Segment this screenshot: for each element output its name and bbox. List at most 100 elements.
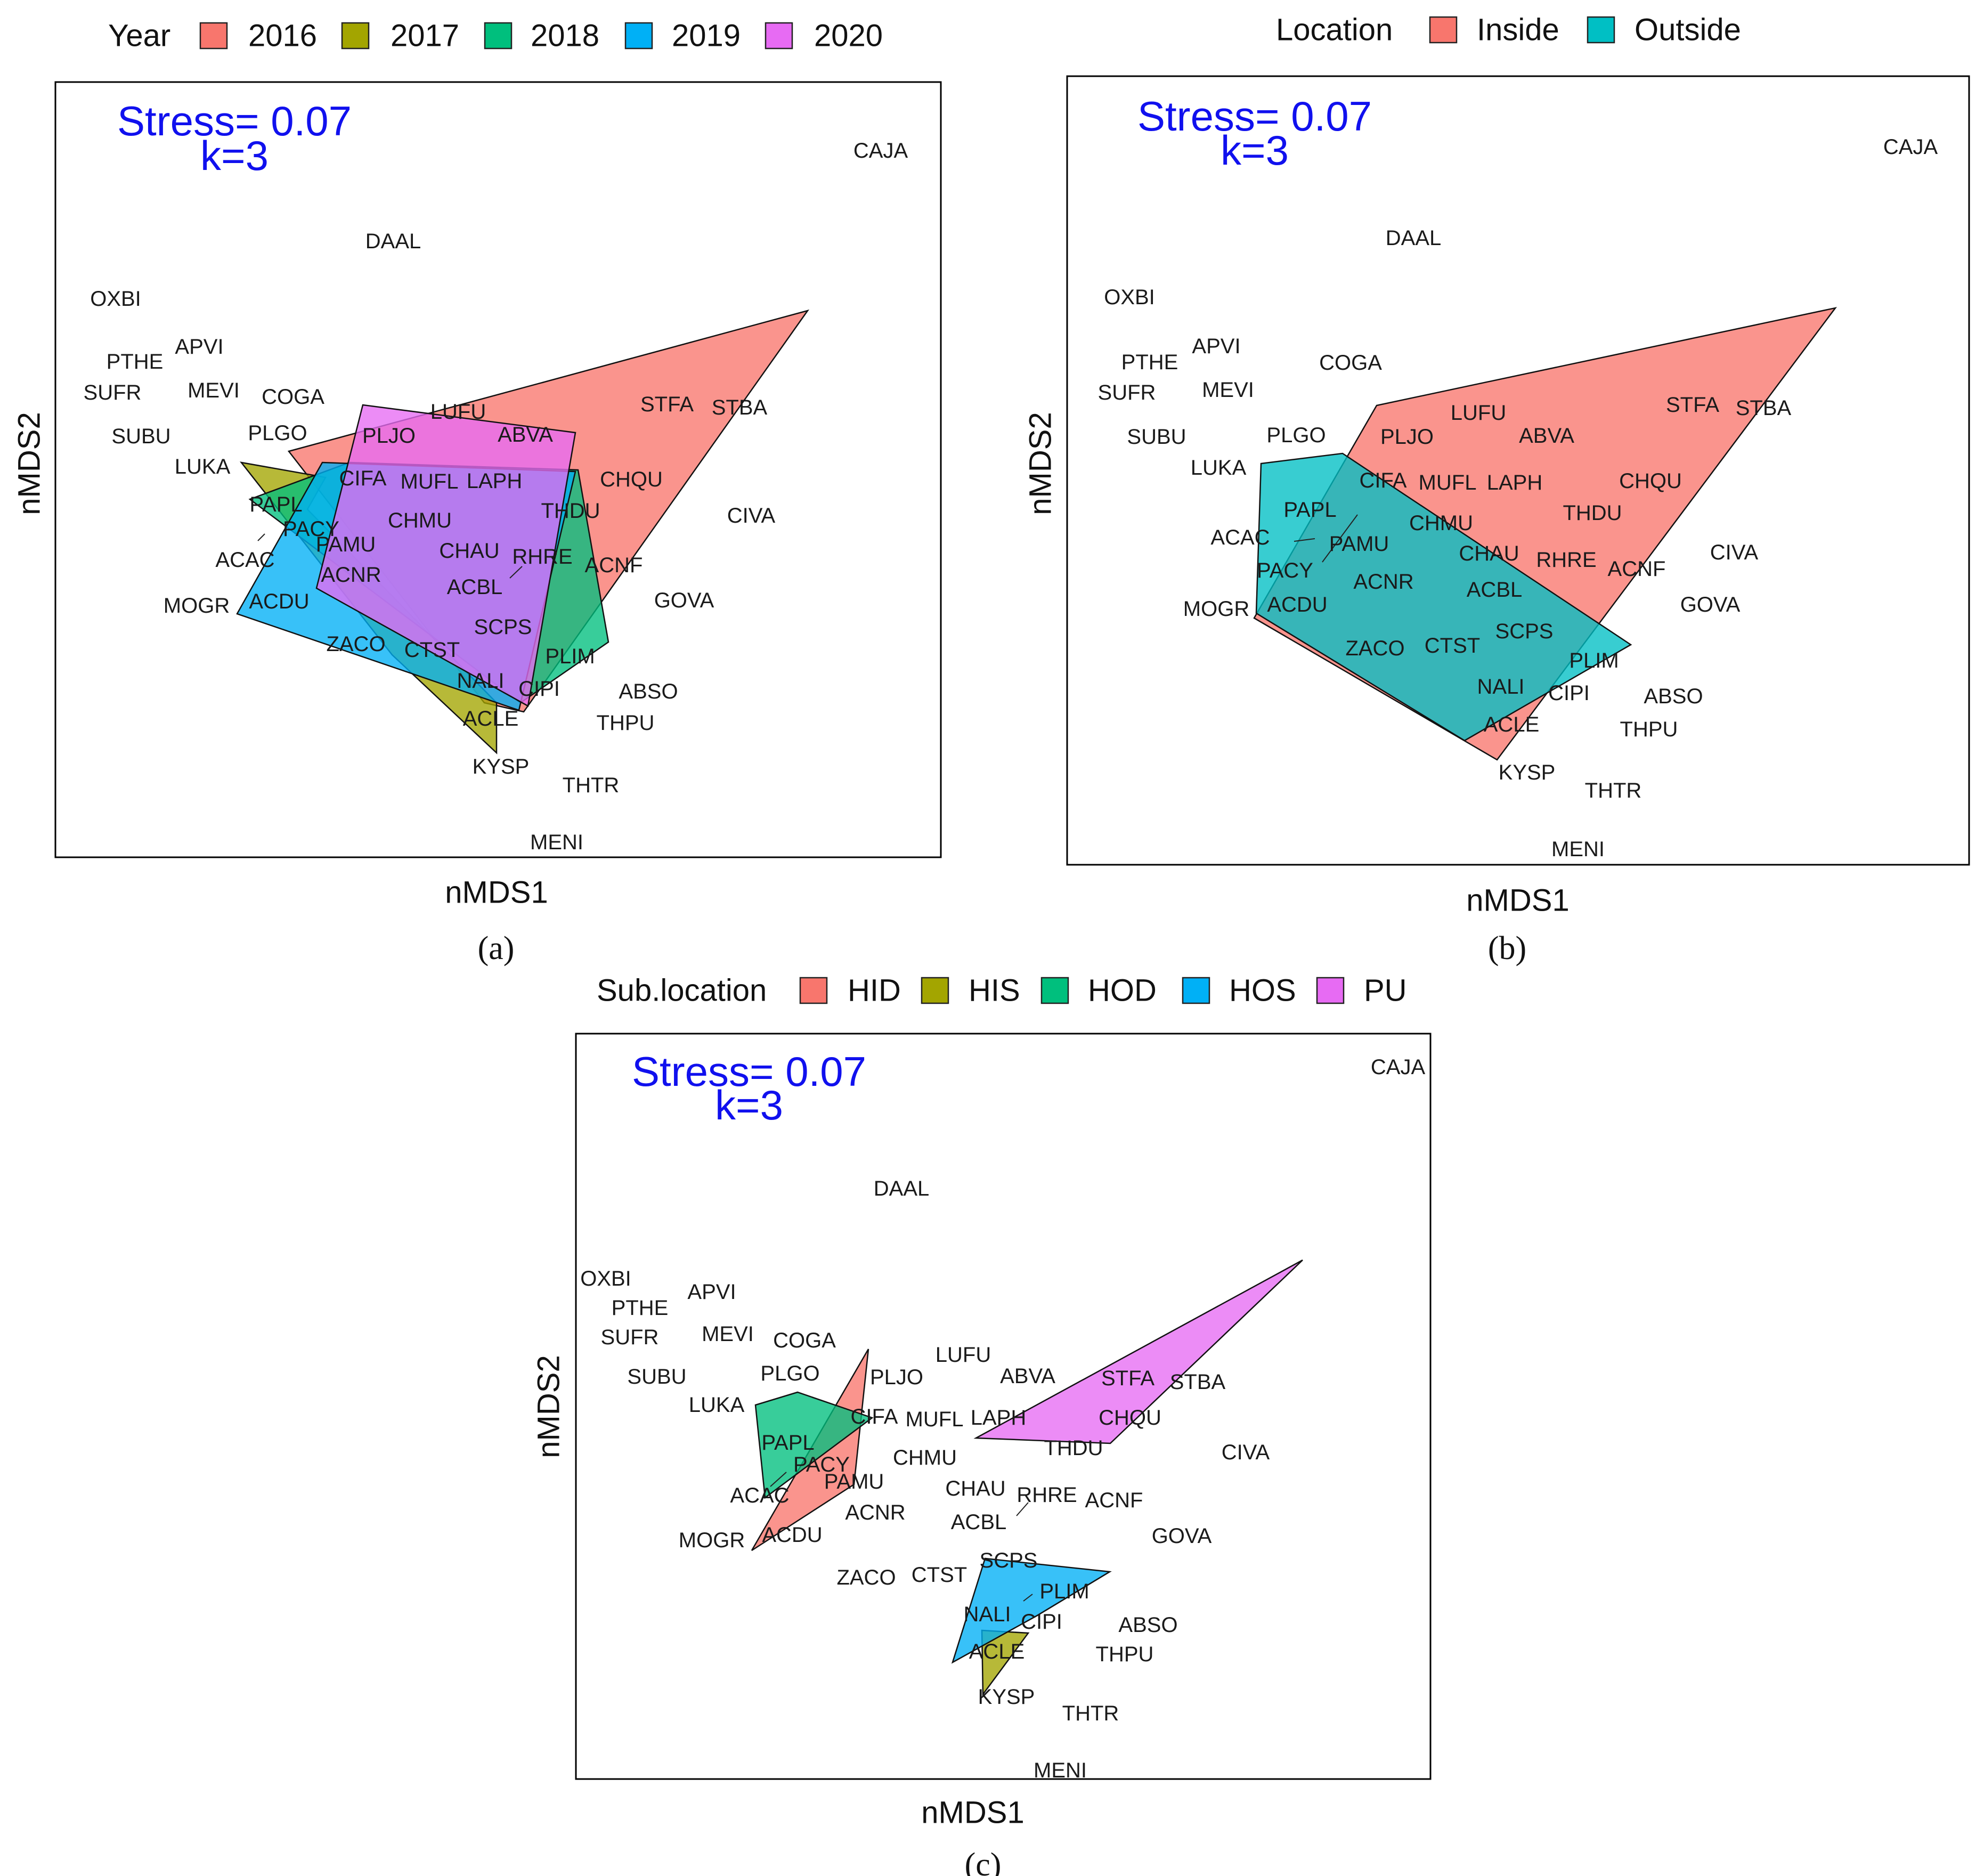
- species-label-thdu: THDU: [541, 499, 600, 523]
- plot-area-frame: [54, 81, 942, 858]
- species-label-subu: SUBU: [627, 1365, 686, 1388]
- species-label-caja: CAJA: [853, 139, 908, 163]
- species-label-chqu: CHQU: [600, 468, 663, 491]
- species-label-daal: DAAL: [365, 230, 421, 253]
- y-axis-label: nMDS2: [532, 1355, 566, 1458]
- hull-PU: [973, 1259, 1303, 1444]
- k-annotation: k=3: [1221, 127, 1289, 174]
- legend-title: Year: [108, 19, 170, 53]
- hull-HOS: [951, 1557, 1112, 1664]
- species-label-kysp: KYSP: [473, 755, 530, 778]
- species-label-meni: MENI: [530, 831, 583, 854]
- species-label-oxbi: OXBI: [90, 287, 141, 311]
- x-axis-label: nMDS1: [1466, 883, 1569, 918]
- species-label-subu: SUBU: [1127, 425, 1186, 449]
- species-label-acnr: ACNR: [321, 563, 381, 587]
- hull-HOD: [754, 1391, 874, 1499]
- species-label-rhre: RHRE: [1536, 548, 1596, 572]
- hull-2020: [315, 404, 576, 707]
- species-label-chmu: CHMU: [893, 1446, 957, 1469]
- species-label-thdu: THDU: [1044, 1436, 1103, 1460]
- species-label-papl: PAPL: [1283, 498, 1336, 522]
- species-label-ctst: CTST: [912, 1563, 967, 1587]
- species-label-abva: ABVA: [1519, 424, 1574, 448]
- leader-line: [770, 1472, 787, 1487]
- species-label-plim: PLIM: [1569, 649, 1619, 672]
- leader-line: [509, 566, 523, 579]
- legend-label-2019: 2019: [672, 19, 741, 53]
- species-label-kysp: KYSP: [1499, 761, 1556, 784]
- species-label-kysp: KYSP: [978, 1685, 1035, 1709]
- species-label-pamu: PAMU: [316, 533, 376, 556]
- species-label-ctst: CTST: [404, 638, 460, 662]
- species-label-acnr: ACNR: [845, 1501, 905, 1524]
- species-label-pljo: PLJO: [1380, 425, 1434, 449]
- species-label-thpu: THPU: [1096, 1643, 1154, 1666]
- species-label-laph: LAPH: [1487, 471, 1543, 494]
- species-label-chqu: CHQU: [1099, 1406, 1161, 1430]
- species-label-luka: LUKA: [175, 455, 231, 478]
- species-label-pthe: PTHE: [107, 350, 164, 373]
- species-label-plim: PLIM: [1039, 1580, 1089, 1603]
- species-label-sufr: SUFR: [84, 381, 142, 404]
- species-label-laph: LAPH: [467, 469, 523, 493]
- species-label-cipi: CIPI: [1548, 681, 1590, 705]
- species-label-cifa: CIFA: [1360, 469, 1407, 492]
- panel-a: Year 2016 2017 2018 2019 2020 CAJA DAAL OXBI APVI…: [12, 19, 942, 967]
- species-label-acbl: ACBL: [1467, 578, 1523, 602]
- species-label-daal: DAAL: [1386, 226, 1442, 250]
- species-label-pamu: PAMU: [1329, 532, 1389, 556]
- species-label-acac: ACAC: [730, 1484, 789, 1507]
- legend-swatch-HID: [799, 977, 828, 1004]
- species-label-acdu: ACDU: [762, 1523, 822, 1547]
- species-label-pacy: PACY: [793, 1453, 850, 1476]
- leader-line: [1023, 1594, 1033, 1602]
- species-label-papl: PAPL: [249, 493, 302, 516]
- species-label-cipi: CIPI: [518, 677, 560, 701]
- species-label-pacy: PACY: [283, 517, 339, 541]
- y-axis-label: nMDS2: [1023, 412, 1058, 515]
- species-label-acnf: ACNF: [1085, 1489, 1143, 1512]
- legend-swatch-HIS: [921, 977, 949, 1004]
- legend-label-HID: HID: [848, 973, 901, 1008]
- species-label-acle: ACLE: [1484, 713, 1540, 736]
- x-axis-label: nMDS1: [921, 1796, 1024, 1830]
- species-label-apvi: APVI: [1192, 335, 1240, 358]
- species-label-pljo: PLJO: [870, 1366, 923, 1389]
- species-label-thtr: THTR: [1062, 1702, 1119, 1725]
- species-label-plgo: PLGO: [760, 1362, 819, 1385]
- species-label-mevi: MEVI: [188, 379, 240, 402]
- species-label-luka: LUKA: [689, 1393, 745, 1417]
- species-label-stba: STBA: [712, 396, 768, 419]
- species-label-acnf: ACNF: [585, 554, 643, 577]
- species-label-zaco: ZACO: [326, 632, 385, 656]
- y-axis-label: nMDS2: [12, 412, 47, 515]
- legend-label-HIS: HIS: [969, 973, 1020, 1008]
- species-label-rhre: RHRE: [512, 545, 572, 569]
- legend-label-Outside: Outside: [1635, 13, 1741, 47]
- panel-caption: (c): [965, 1847, 1002, 1876]
- legend-swatch-2017: [341, 22, 370, 50]
- stress-annotation: Stress= 0.07: [1137, 93, 1372, 140]
- species-label-nali: NALI: [1477, 675, 1525, 699]
- legend-swatch-PU: [1316, 977, 1345, 1004]
- species-label-stfa: STFA: [1666, 393, 1719, 417]
- legend-label-2020: 2020: [814, 19, 883, 53]
- species-label-pljo: PLJO: [362, 424, 416, 448]
- species-label-meni: MENI: [1551, 838, 1605, 861]
- species-label-civa: CIVA: [1222, 1441, 1270, 1464]
- legend-swatch-2020: [765, 22, 793, 50]
- species-label-thtr: THTR: [563, 774, 620, 797]
- species-label-mogr: MOGR: [679, 1529, 745, 1552]
- species-label-sufr: SUFR: [601, 1326, 659, 1349]
- leader-line: [1016, 1502, 1029, 1516]
- panel-c: Sub.location HID HIS HOD HOS PU CAJA DAAL OXBI AP…: [532, 973, 1432, 1876]
- species-label-scps: SCPS: [980, 1549, 1038, 1572]
- species-label-thtr: THTR: [1585, 779, 1642, 802]
- species-label-stba: STBA: [1736, 396, 1792, 420]
- species-label-apvi: APVI: [687, 1280, 736, 1304]
- species-label-pthe: PTHE: [1121, 351, 1178, 374]
- panel-b: Location Inside Outside CAJA DAAL OXBI APVI PTH…: [1023, 13, 1970, 967]
- k-annotation: k=3: [715, 1082, 783, 1128]
